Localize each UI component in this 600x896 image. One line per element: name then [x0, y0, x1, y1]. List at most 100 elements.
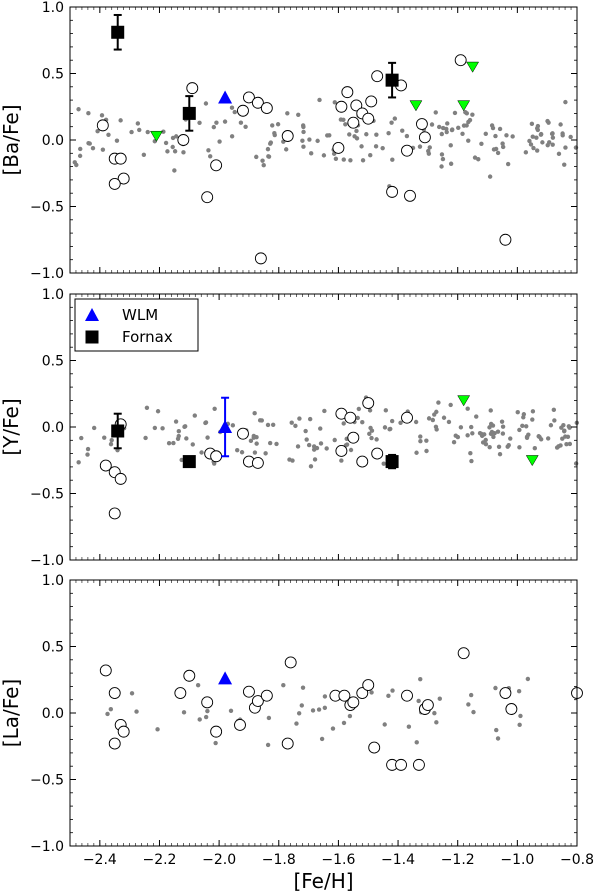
background-star-point	[322, 705, 328, 711]
background-star-point	[285, 111, 290, 116]
background-star-point	[230, 423, 236, 428]
background-star-point	[367, 431, 372, 437]
background-star-point	[76, 460, 81, 465]
background-star-point	[85, 446, 91, 452]
background-star-point	[152, 425, 158, 431]
background-star-point	[254, 154, 259, 160]
background-star-point	[165, 149, 170, 154]
open-circle-point	[177, 134, 190, 146]
open-circle-point	[210, 725, 223, 738]
background-star-point	[307, 416, 313, 422]
background-star-point	[529, 121, 535, 127]
background-star-point	[333, 156, 339, 161]
background-star-point	[173, 419, 179, 424]
background-star-point	[270, 123, 275, 128]
open-circle-point	[186, 82, 199, 95]
open-circle-point	[418, 131, 431, 144]
background-star-point	[195, 682, 201, 688]
background-star-point	[222, 119, 228, 124]
open-circle-point	[347, 696, 360, 709]
background-star-point	[299, 703, 304, 708]
open-circle-point	[260, 102, 273, 115]
background-star-point	[173, 134, 179, 139]
background-star-point	[527, 138, 532, 144]
y-axis-label: [La/Fe]	[0, 679, 23, 747]
background-star-point	[386, 130, 391, 136]
background-star-point	[451, 439, 457, 445]
background-star-point	[300, 685, 306, 690]
background-star-point	[563, 99, 568, 105]
open-circle-point	[454, 54, 467, 67]
background-star-point	[493, 146, 499, 152]
background-star-point	[483, 442, 489, 447]
x-tick-label: −2.4	[83, 852, 117, 868]
y-tick-label: −1.0	[30, 553, 64, 569]
green-triangle-point	[525, 455, 539, 467]
background-star-point	[266, 154, 271, 159]
background-star-point	[466, 138, 471, 143]
background-star-point	[558, 443, 563, 448]
open-circle-point	[457, 647, 470, 660]
background-star-point	[430, 417, 436, 423]
open-circle-point	[356, 455, 369, 468]
open-circle-point	[350, 99, 363, 112]
background-star-point	[341, 117, 346, 122]
background-star-point	[322, 408, 327, 414]
x-tick-label: −1.4	[381, 852, 415, 868]
background-star-point	[265, 742, 271, 748]
background-star-point	[315, 138, 320, 144]
background-star-point	[426, 151, 432, 156]
background-star-point	[500, 424, 506, 429]
background-star-point	[418, 676, 423, 682]
background-star-point	[368, 153, 373, 158]
background-star-point	[322, 694, 328, 699]
background-star-point	[259, 418, 265, 423]
background-star-point	[497, 126, 503, 132]
background-star-point	[437, 124, 442, 130]
background-star-point	[567, 441, 573, 447]
background-star-point	[448, 161, 454, 166]
background-star-point	[373, 144, 379, 149]
open-circle-point	[404, 189, 416, 202]
background-star-point	[383, 408, 389, 413]
background-star-point	[558, 122, 563, 127]
background-star-point	[91, 425, 97, 431]
open-circle-point	[114, 152, 127, 165]
background-star-point	[474, 414, 479, 419]
open-circle-point	[242, 685, 255, 698]
background-star-point	[205, 708, 210, 714]
background-star-point	[86, 111, 91, 116]
x-tick-label: −1.6	[321, 852, 355, 868]
background-star-point	[251, 435, 256, 440]
background-star-point	[301, 144, 306, 149]
background-star-point	[483, 131, 488, 137]
background-star-point	[265, 146, 271, 152]
background-star-point	[497, 451, 503, 457]
background-star-point	[155, 409, 161, 414]
background-star-point	[552, 418, 557, 423]
background-star-point	[427, 145, 432, 150]
background-star-point	[303, 428, 308, 434]
y-tick-label: 0.0	[42, 706, 64, 722]
background-star-point	[550, 135, 556, 140]
background-star-point	[556, 151, 562, 157]
background-star-point	[464, 111, 470, 116]
background-star-point	[203, 420, 208, 426]
background-star-point	[416, 698, 421, 704]
background-star-point	[321, 153, 327, 158]
background-star-point	[260, 158, 265, 163]
background-star-point	[181, 150, 186, 155]
background-star-point	[417, 144, 423, 149]
open-circle-point	[365, 95, 378, 108]
background-star-point	[424, 438, 429, 443]
background-star-point	[319, 736, 325, 742]
background-star-point	[563, 145, 568, 150]
fornax-square-point	[385, 455, 399, 469]
background-star-point	[228, 708, 234, 714]
open-circle-point	[356, 687, 369, 699]
background-star-point	[470, 112, 475, 117]
open-circle-point	[362, 397, 375, 410]
background-star-point	[455, 434, 461, 440]
background-star-point	[106, 132, 111, 137]
background-star-point	[437, 696, 442, 701]
